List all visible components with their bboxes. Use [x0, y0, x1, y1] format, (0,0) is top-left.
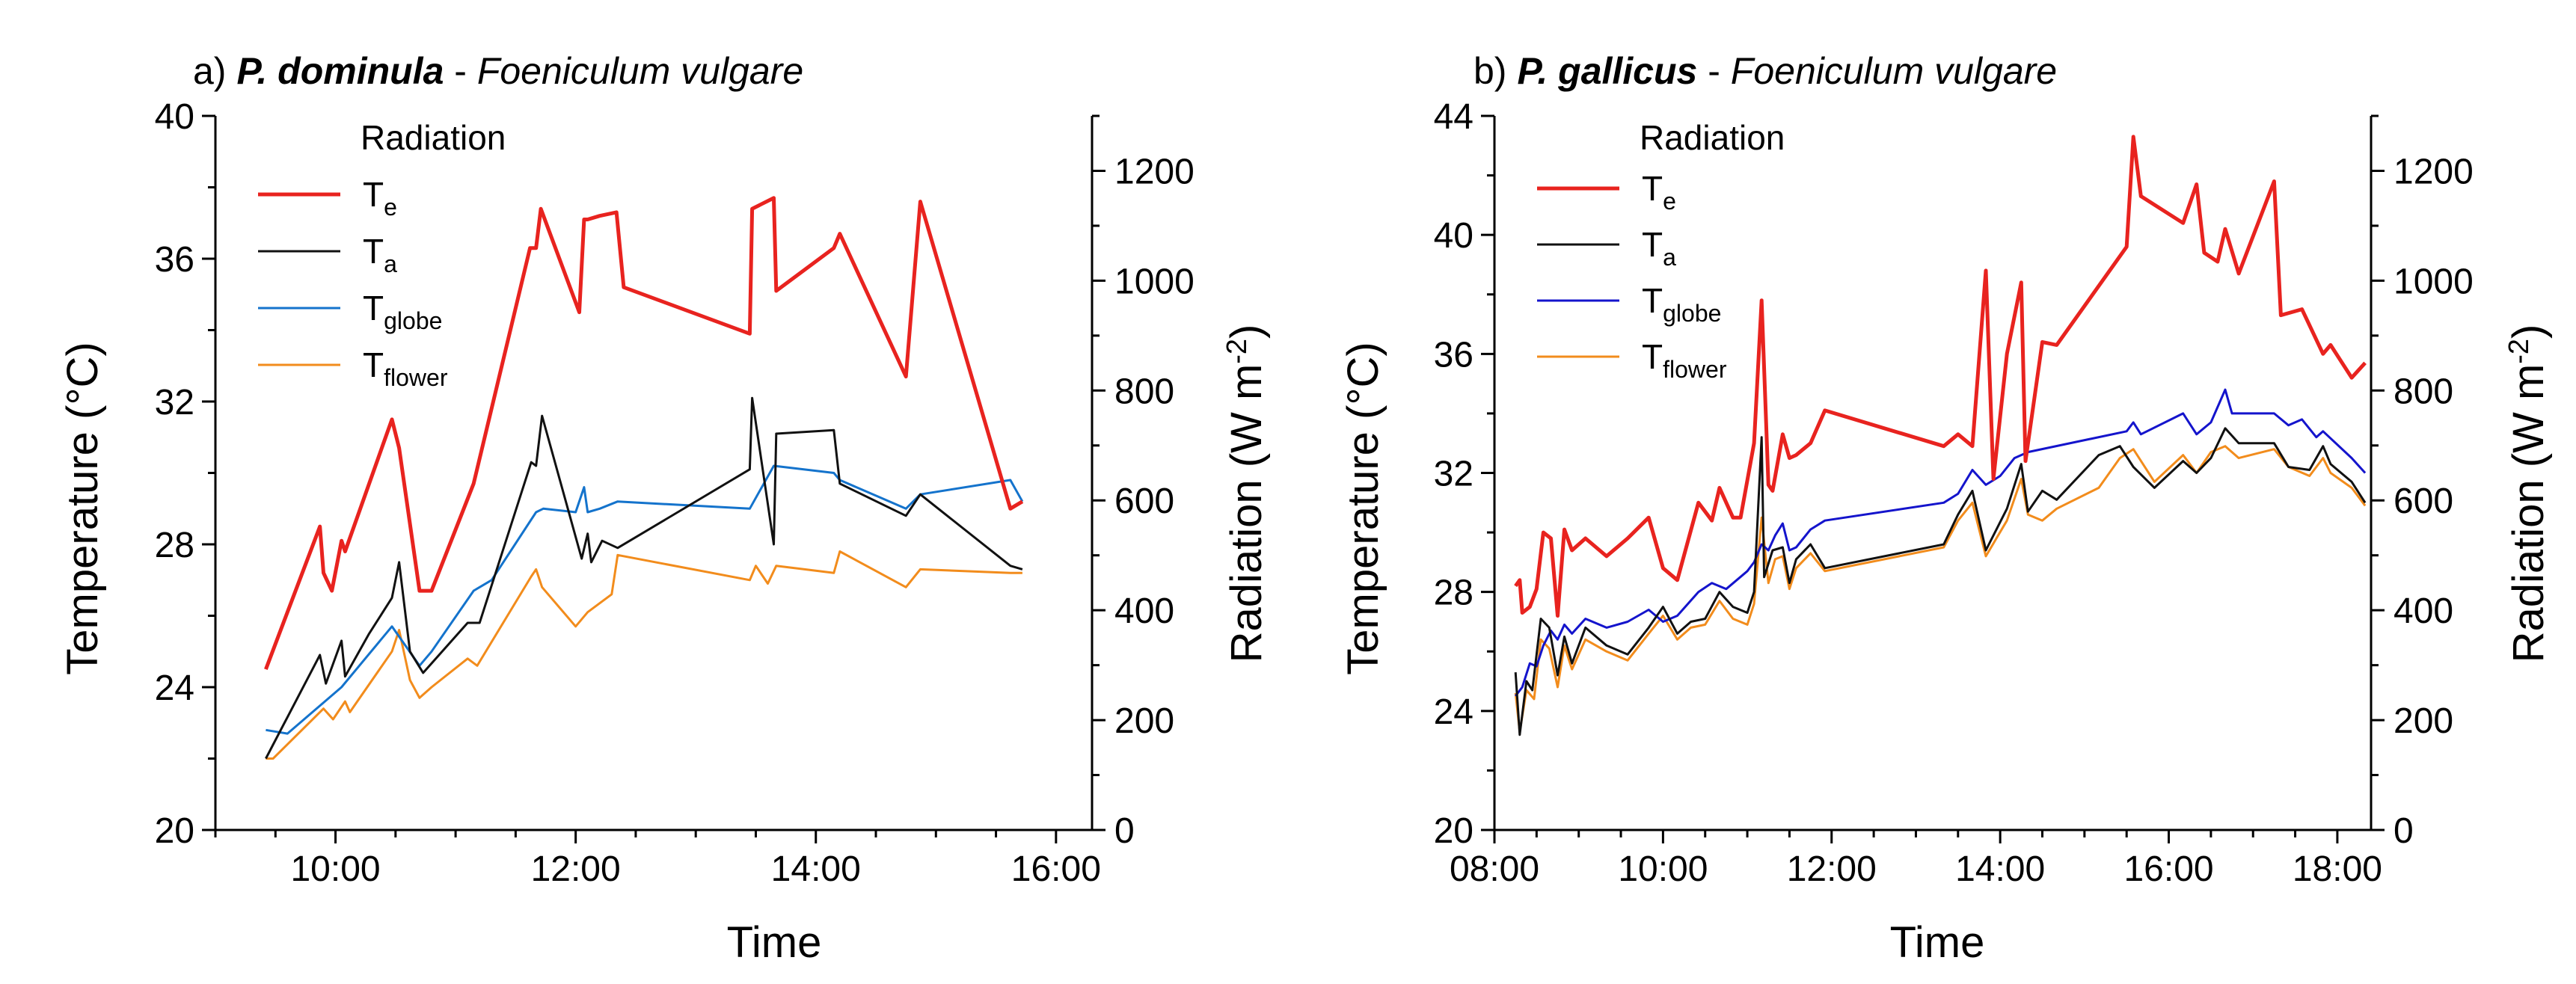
panel-b-series-tglobe-line — [1515, 388, 2367, 697]
panel-a-y2-tick-label: 0 — [1114, 811, 1135, 851]
panel-b-y-tick-label: 40 — [1434, 216, 1473, 256]
panel-b-y2-tick-label: 400 — [2393, 591, 2453, 631]
panel-a-x-tick-label: 14:00 — [771, 849, 861, 889]
panel-b-x-tick-label: 12:00 — [1787, 849, 1877, 889]
panel-b-y-tick-label: 32 — [1434, 455, 1473, 494]
panel-b-x-tick-label: 14:00 — [1955, 849, 2045, 889]
panel-b-legend-label-tflower: Tflower — [1642, 337, 1727, 383]
panel-a-axes — [214, 116, 1094, 831]
panel-a: a) P. dominula - Foeniculum vulgare 20 24 2… — [58, 50, 1271, 967]
panel-a-legend-title: Radiation — [361, 118, 506, 157]
panel-b-x-tick-label: 18:00 — [2293, 849, 2382, 889]
panel-a-separator: - — [444, 50, 476, 92]
panel-b-y2-label-close: ) — [2504, 325, 2553, 339]
panel-a-x-axis-title: Time — [727, 918, 822, 967]
panel-a-legend-label-te: Te — [363, 175, 397, 221]
panel-a-y2-tick-label: 1200 — [1114, 152, 1195, 191]
panel-a-y2-label-main: Radiation (W m — [1222, 364, 1271, 663]
panel-b-series-te-line — [1514, 135, 2367, 618]
panel-b-y-tick-label: 20 — [1434, 811, 1473, 851]
panel-b: b) P. gallicus - Foeniculum vulgare 20242… — [1339, 50, 2553, 967]
panel-a-y-tick-label: 32 — [155, 383, 194, 422]
panel-b-y2-tick-label: 1000 — [2393, 262, 2474, 301]
panel-b-y-tick-label: 36 — [1434, 335, 1473, 375]
panel-a-y2-tick-label: 800 — [1114, 372, 1174, 411]
panel-b-ticks: 20 24 28 32 36 40 44 0 200 400 600 800 1000 1200 08:00… — [1434, 97, 2474, 889]
panel-b-series-ta-line — [1514, 427, 2367, 737]
panel-b-y2-label-sup: -2 — [2503, 339, 2535, 364]
panel-a-y-tick-label: 24 — [155, 668, 194, 708]
panel-b-species: P. gallicus — [1517, 50, 1697, 92]
panel-b-y-tick-label: 28 — [1434, 574, 1473, 613]
panel-a-legend-label-tglobe: Tglobe — [363, 289, 442, 334]
panel-b-y2-tick-label: 600 — [2393, 482, 2453, 521]
panel-b-label: b) — [1473, 50, 1506, 92]
panel-b-legend-title: Radiation — [1640, 118, 1785, 157]
panel-b-y-tick-label: 24 — [1434, 692, 1473, 732]
panel-a-title: a) P. dominula - Foeniculum vulgare — [193, 50, 803, 92]
panel-a-y2-tick-label: 400 — [1114, 591, 1174, 631]
panel-b-plant: Foeniculum vulgare — [1731, 50, 2057, 92]
panel-a-y2-label-sup: -2 — [1221, 339, 1253, 364]
panel-b-legend: Radiation Te Ta Tglobe Tflower — [1537, 118, 1785, 383]
panel-b-y2-label-main: Radiation (W m — [2504, 364, 2553, 663]
panel-b-legend-label-ta: Ta — [1642, 225, 1676, 271]
panel-a-y-tick-label: 36 — [155, 240, 194, 280]
panel-a-series-ta-line — [265, 396, 1023, 760]
panel-a-series — [264, 196, 1024, 760]
panel-b-separator: - — [1697, 50, 1730, 92]
panel-a-y-axis-title: Temperature (°C) — [58, 342, 107, 674]
panel-a-species: P. dominula — [236, 50, 444, 92]
panel-a-x-tick-label: 12:00 — [531, 849, 621, 889]
panel-a-y2-tick-label: 1000 — [1114, 262, 1195, 301]
panel-a-y-tick-label: 28 — [155, 526, 194, 565]
panel-a-series-te-line — [264, 196, 1024, 670]
panel-b-x-tick-label: 16:00 — [2123, 849, 2213, 889]
panel-a-series-tflower-line — [266, 550, 1022, 760]
panel-a-y2-axis-title: Radiation (W m-2) — [1221, 325, 1271, 663]
panel-a-y2-label-close: ) — [1222, 325, 1271, 339]
panel-b-series — [1514, 135, 2367, 737]
panel-b-y2-tick-label: 1200 — [2393, 152, 2474, 191]
panel-a-legend-label-ta: Ta — [363, 232, 397, 277]
panel-a-plant: Foeniculum vulgare — [477, 50, 803, 92]
panel-b-title: b) P. gallicus - Foeniculum vulgare — [1473, 50, 2057, 92]
panel-a-legend-label-tflower: Tflower — [363, 345, 448, 391]
panel-b-series-tflower-line — [1514, 445, 2367, 734]
panel-a-legend: Radiation Te Ta Tglobe Tflower — [258, 118, 506, 391]
panel-b-axes — [1493, 116, 2373, 831]
panel-b-x-axis-title: Time — [1890, 918, 1985, 967]
panel-a-y-tick-label: 40 — [155, 97, 194, 137]
panel-a-x-tick-label: 16:00 — [1011, 849, 1101, 889]
panel-b-y2-tick-label: 200 — [2393, 701, 2453, 741]
panel-b-x-tick-label: 08:00 — [1450, 849, 1539, 889]
panel-b-legend-label-te: Te — [1642, 169, 1676, 215]
panel-b-legend-label-tglobe: Tglobe — [1642, 281, 1721, 327]
panel-a-y2-tick-label: 200 — [1114, 701, 1174, 741]
panel-b-x-tick-label: 10:00 — [1618, 849, 1708, 889]
panel-b-y-axis-title: Temperature (°C) — [1339, 342, 1387, 674]
panel-a-y-tick-label: 20 — [155, 811, 194, 851]
panel-b-y2-tick-label: 0 — [2393, 811, 2414, 851]
panel-a-label: a) — [193, 50, 226, 92]
panel-b-y2-axis-title: Radiation (W m-2) — [2503, 325, 2553, 663]
panel-a-x-tick-label: 10:00 — [290, 849, 380, 889]
panel-b-y-tick-label: 44 — [1434, 97, 1473, 137]
panel-a-y2-tick-label: 600 — [1114, 482, 1174, 521]
panel-a-series-tglobe-line — [266, 464, 1024, 735]
panel-b-y2-tick-label: 800 — [2393, 372, 2453, 411]
